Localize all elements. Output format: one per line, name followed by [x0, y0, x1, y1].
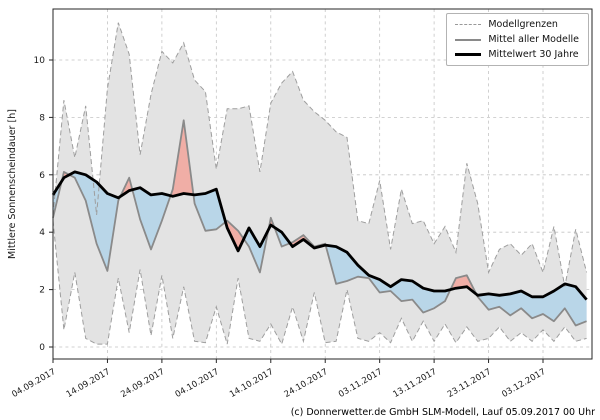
- x-tick-label: 14.10.2017: [228, 367, 275, 400]
- legend-item-mittelwert-30-jahre: Mittelwert 30 Jahre: [455, 49, 579, 60]
- above-normal-fill: [225, 220, 244, 251]
- below-normal-fill: [274, 227, 290, 247]
- x-tick-label: 04.10.2017: [174, 367, 221, 400]
- gray-line-sample: [455, 38, 482, 41]
- model-max-boundary: [52, 22, 588, 287]
- copyright-caption: (c) Donnerwetter.de GmbH SLM-Modell, Lau…: [290, 407, 595, 418]
- plot-border: [52, 8, 593, 360]
- legend: Modellgrenzen Mittel aller Modelle Mitte…: [446, 13, 589, 66]
- legend-label: Mittelwert 30 Jahre: [488, 49, 579, 60]
- below-normal-fill: [325, 245, 451, 313]
- dashed-line-sample: [455, 24, 482, 25]
- y-tick-label: 10: [34, 56, 46, 66]
- x-tick-label: 13.11.2017: [391, 367, 438, 400]
- model-min-boundary: [52, 220, 587, 346]
- x-tick-label: 14.09.2017: [65, 367, 112, 400]
- y-tick-label: 8: [39, 113, 45, 123]
- legend-label: Mittel aller Modelle: [488, 34, 579, 45]
- legend-label: Modellgrenzen: [488, 19, 558, 30]
- x-tick-label: 23.11.2017: [446, 367, 493, 400]
- above-normal-fill: [450, 275, 477, 295]
- below-normal-fill: [243, 227, 269, 273]
- below-normal-fill: [132, 187, 171, 250]
- y-tick-label: 6: [39, 171, 45, 181]
- climate-mean-line: [51, 170, 588, 301]
- legend-item-mittel-aller-modelle: Mittel aller Modelle: [455, 34, 579, 45]
- x-tick-label: 03.11.2017: [337, 367, 384, 400]
- legend-item-modellgrenzen: Modellgrenzen: [455, 19, 579, 30]
- x-tick-label: 04.09.2017: [10, 367, 57, 400]
- y-axis-label: Mittlere Sonnenscheindauer [h]: [7, 109, 18, 259]
- x-tick-label: 03.12.2017: [500, 367, 547, 400]
- y-tick-label: 4: [39, 228, 45, 238]
- y-tick-label: 0: [39, 343, 45, 353]
- x-tick-label: 24.10.2017: [283, 367, 330, 400]
- model-spread-band: [53, 22, 587, 345]
- below-normal-fill: [476, 283, 587, 326]
- below-normal-fill: [69, 171, 121, 271]
- y-tick-label: 2: [39, 286, 45, 296]
- black-line-sample: [455, 53, 482, 56]
- above-normal-fill: [170, 120, 194, 197]
- x-tick-label: 24.09.2017: [119, 367, 166, 400]
